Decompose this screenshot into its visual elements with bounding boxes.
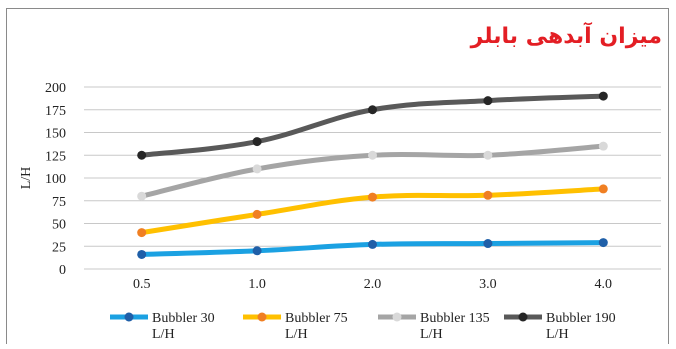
x-tick-label: 3.0 bbox=[479, 277, 497, 292]
data-point bbox=[368, 192, 377, 202]
legend-marker bbox=[518, 312, 528, 322]
data-point bbox=[137, 249, 147, 259]
data-point bbox=[598, 141, 608, 151]
y-tick-label: 175 bbox=[45, 104, 66, 119]
y-tick-label: 200 bbox=[45, 81, 66, 96]
legend-label-unit: L/H bbox=[420, 327, 443, 342]
data-point bbox=[252, 246, 262, 256]
legend-label-unit: L/H bbox=[285, 327, 308, 342]
data-point bbox=[368, 105, 377, 115]
y-tick-label: 125 bbox=[45, 149, 66, 164]
x-tick-label: 2.0 bbox=[364, 277, 382, 292]
x-tick-label: 0.5 bbox=[133, 277, 151, 292]
data-point bbox=[252, 137, 262, 147]
series-lines bbox=[137, 91, 608, 259]
legend-item: Bubbler 75L/H bbox=[243, 311, 348, 342]
y-tick-label: 0 bbox=[59, 263, 66, 278]
y-tick-label: 150 bbox=[45, 127, 66, 142]
legend-marker bbox=[124, 312, 134, 322]
data-point bbox=[252, 164, 262, 174]
legend-label: Bubbler 75 bbox=[285, 311, 348, 326]
data-point bbox=[137, 191, 147, 201]
series-line bbox=[139, 93, 606, 158]
legend-item: Bubbler 30L/H bbox=[110, 311, 215, 342]
chart-title: میزان آبدهی بابلر bbox=[470, 24, 662, 49]
series-1 bbox=[137, 184, 608, 238]
x-axis-ticks: 0.5 1.0 2.0 3.0 4.0 bbox=[133, 277, 612, 292]
data-point bbox=[137, 228, 147, 238]
legend-label-unit: L/H bbox=[546, 327, 569, 342]
data-point bbox=[598, 238, 608, 248]
data-point bbox=[368, 150, 377, 160]
data-point bbox=[252, 209, 262, 219]
y-tick-label: 50 bbox=[52, 218, 66, 233]
data-point bbox=[483, 190, 493, 200]
data-point bbox=[368, 239, 377, 249]
legend-marker bbox=[257, 312, 267, 322]
data-point bbox=[598, 91, 608, 101]
chart-frame bbox=[6, 8, 669, 344]
x-tick-label: 1.0 bbox=[248, 277, 266, 292]
y-axis-ticks: 0 25 50 75 100 125 150 175 200 bbox=[45, 81, 66, 278]
legend-label: Bubbler 30 bbox=[152, 311, 215, 326]
y-axis-label: L/H bbox=[19, 167, 34, 190]
y-tick-label: 25 bbox=[52, 240, 66, 255]
series-3 bbox=[137, 91, 608, 160]
data-point bbox=[137, 150, 147, 160]
y-tick-label: 100 bbox=[45, 172, 66, 187]
data-point bbox=[483, 150, 493, 160]
y-tick-label: 75 bbox=[52, 195, 66, 210]
legend-marker bbox=[392, 312, 402, 322]
x-tick-label: 4.0 bbox=[595, 277, 613, 292]
legend-label-unit: L/H bbox=[152, 327, 175, 342]
data-point bbox=[598, 184, 608, 194]
legend-label: Bubbler 190 bbox=[546, 311, 616, 326]
data-point bbox=[483, 96, 493, 106]
series-2 bbox=[137, 141, 608, 201]
data-point bbox=[483, 239, 493, 249]
legend-label: Bubbler 135 bbox=[420, 311, 490, 326]
series-0 bbox=[137, 238, 608, 259]
